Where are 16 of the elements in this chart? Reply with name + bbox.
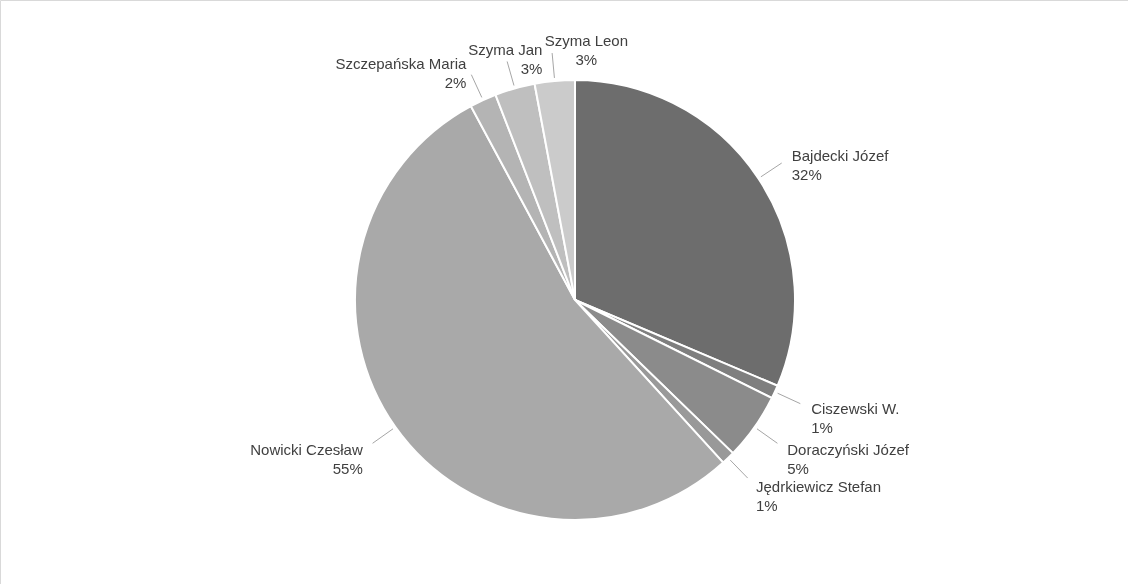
slice-label: Szyma Jan xyxy=(468,40,543,58)
slice-label: Nowicki Czesław xyxy=(250,441,363,459)
slice-label: Doraczyński Józef xyxy=(787,441,910,459)
slice-label: Jędrkiewicz Stefan xyxy=(755,477,882,495)
data-label: 1% xyxy=(811,418,833,436)
data-label: 5% xyxy=(787,460,809,478)
slice-label: Szyma Leon xyxy=(544,32,629,50)
data-label: 3% xyxy=(520,59,543,77)
slice-label: Bajdecki Józef xyxy=(791,147,890,165)
data-label: 3% xyxy=(575,51,598,69)
slice-label: Ciszewski W. xyxy=(811,399,900,417)
data-label: 1% xyxy=(755,496,778,514)
data-label: 2% xyxy=(444,73,467,91)
data-label: 55% xyxy=(332,460,363,478)
data-label: 32% xyxy=(791,166,822,184)
slice-label: Szczepańska Maria xyxy=(335,54,467,72)
